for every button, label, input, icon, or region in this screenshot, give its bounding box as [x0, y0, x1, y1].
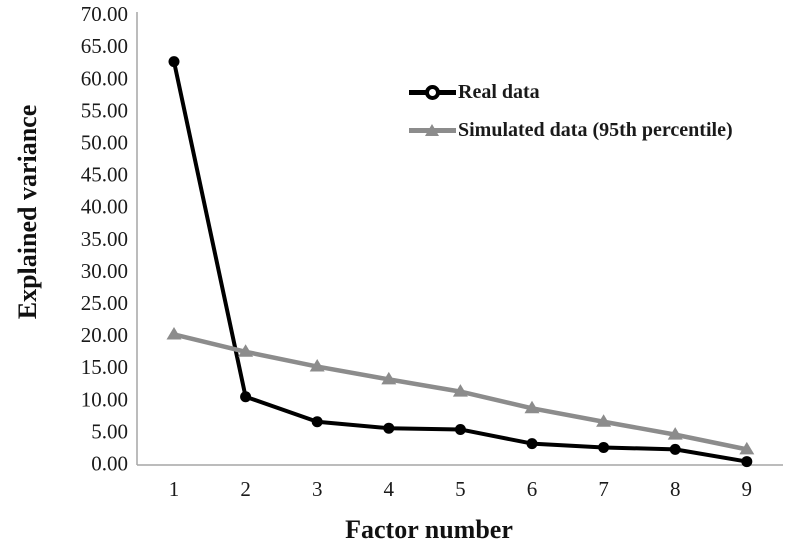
real-data-point	[168, 56, 180, 68]
real-data-point	[598, 441, 610, 453]
y-tick-label: 30.00	[81, 259, 128, 283]
simulated-data-marker-icon	[425, 123, 439, 136]
legend: Real data Simulated data (95th percentil…	[409, 79, 733, 143]
real-data-point	[311, 416, 323, 428]
simulated-data-point	[596, 414, 612, 427]
simulated-data-line-swatch	[409, 123, 456, 136]
real-data-point	[526, 438, 538, 450]
x-tick-label: 7	[598, 477, 609, 501]
y-tick-label: 5.00	[91, 419, 128, 443]
x-tick-label: 9	[742, 477, 753, 501]
y-tick-label: 45.00	[81, 163, 128, 187]
x-tick-label: 5	[455, 477, 466, 501]
simulated-data-point	[452, 384, 468, 397]
legend-label-simulated-data: Simulated data (95th percentile)	[458, 118, 733, 141]
x-tick-label: 8	[670, 477, 681, 501]
simulated-data-point	[739, 441, 755, 455]
simulated-data-point	[524, 400, 540, 414]
x-tick-label: 4	[384, 477, 395, 501]
y-axis-title: Explained variance	[13, 104, 42, 320]
x-tick-label: 3	[312, 477, 323, 501]
real-data-marker-icon	[425, 84, 440, 100]
y-tick-label: 40.00	[81, 195, 128, 219]
y-tick-label: 70.00	[81, 2, 128, 26]
y-tick-label: 35.00	[81, 227, 128, 251]
legend-label-real-data: Real data	[458, 80, 540, 103]
simulated-data-point	[166, 326, 182, 340]
legend-item-real-data: Real data	[409, 79, 733, 105]
simulated-data-point	[667, 427, 683, 440]
y-tick-label: 15.00	[81, 355, 128, 379]
x-tick-label: 2	[240, 477, 251, 501]
y-tick-label: 20.00	[81, 323, 128, 347]
x-tick-label: 6	[527, 477, 538, 501]
real-data-point	[669, 443, 681, 455]
y-tick-label: 10.00	[81, 387, 128, 411]
simulated-data-point	[381, 371, 397, 385]
real-data-point	[383, 422, 395, 434]
real-data-point	[454, 423, 466, 435]
y-tick-label: 0.00	[91, 452, 128, 476]
y-tick-label: 50.00	[81, 131, 128, 155]
real-data-point	[741, 456, 753, 468]
x-tick-label: 1	[169, 477, 180, 501]
real-data-line-swatch	[409, 84, 456, 100]
y-tick-label: 55.00	[81, 98, 128, 122]
x-axis-title: Factor number	[345, 515, 513, 544]
simulated-data-point	[309, 359, 325, 372]
real-data-point	[240, 391, 252, 403]
legend-item-simulated-data: Simulated data (95th percentile)	[409, 117, 733, 143]
y-tick-label: 60.00	[81, 66, 128, 90]
simulated-data-point	[238, 344, 254, 357]
y-tick-label: 65.00	[81, 34, 128, 58]
y-tick-label: 25.00	[81, 291, 128, 315]
